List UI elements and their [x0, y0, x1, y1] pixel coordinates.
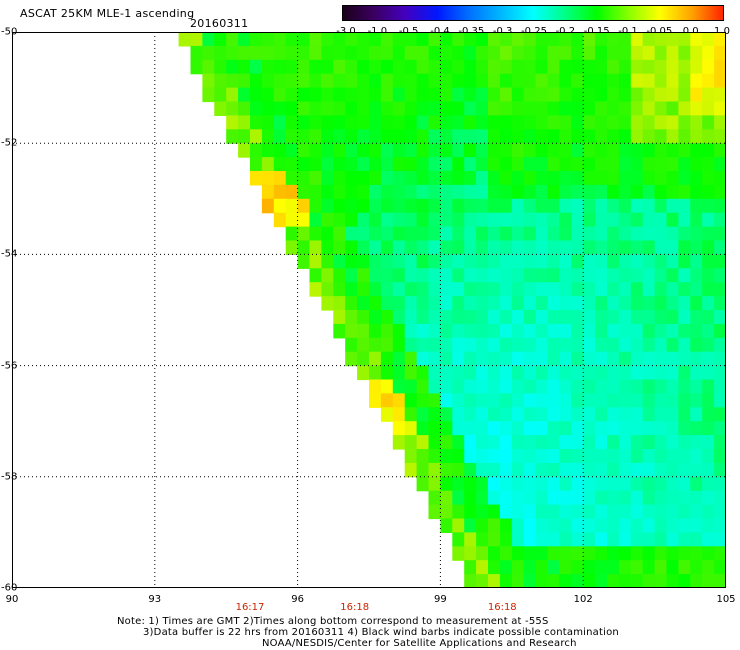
color-scale-tick-label: -3.0: [336, 26, 356, 37]
note-line-3: NOAA/NESDIS/Center for Satellite Applica…: [262, 638, 577, 649]
latitude-label: -58: [1, 471, 18, 483]
time-label: 16:17: [235, 602, 265, 613]
color-scale-tick-label: -0.3: [492, 26, 513, 37]
color-scale-tick-label: -0.15: [583, 26, 610, 37]
color-scale-tick-label: -0.1: [618, 26, 638, 37]
map-date: 20160311: [190, 17, 249, 30]
map-frame: [12, 32, 726, 588]
color-scale-gradient: [342, 5, 724, 21]
time-label: 16:18: [487, 602, 517, 613]
color-scale-tick-label: -1.0: [367, 26, 388, 37]
color-scale-tick-label: -0.35: [458, 26, 485, 37]
map-gridlines: [12, 32, 726, 588]
time-label: 16:18: [340, 602, 370, 613]
mle-swath-cells: [178, 32, 726, 588]
mle-map-plot: [12, 32, 726, 588]
longitude-label: 105: [716, 594, 736, 605]
longitude-label: 102: [573, 594, 593, 605]
note-line-1: Note: 1) Times are GMT 2)Times along bot…: [117, 616, 549, 627]
color-scale-tick-label: -0.05: [646, 26, 673, 37]
longitude-label: 93: [148, 594, 162, 605]
latitude-label: -52: [1, 137, 18, 149]
latitude-label: -60: [1, 582, 18, 594]
color-scale-tick-label: -0.25: [521, 26, 547, 37]
longitude-label: 99: [434, 594, 447, 605]
note-line-2: 3)Data buffer is 22 hrs from 20160311 4)…: [143, 627, 619, 638]
map-title: ASCAT 25KM MLE-1 ascending: [20, 7, 195, 20]
color-scale-tick-label: -0.4: [430, 26, 450, 37]
color-scale-tick-label: -0.2: [555, 26, 576, 37]
color-scale-tick-label: 1.0: [714, 26, 730, 37]
color-scale-bar: [342, 5, 724, 21]
color-scale-tick-label: -0.5: [398, 26, 419, 37]
longitude-label: 96: [291, 594, 304, 605]
color-scale-tick-label: 0.0: [682, 26, 699, 37]
latitude-label: -50: [1, 26, 18, 38]
latitude-label: -54: [1, 248, 18, 260]
longitude-label: 90: [5, 594, 19, 605]
latitude-label: -56: [1, 360, 18, 372]
